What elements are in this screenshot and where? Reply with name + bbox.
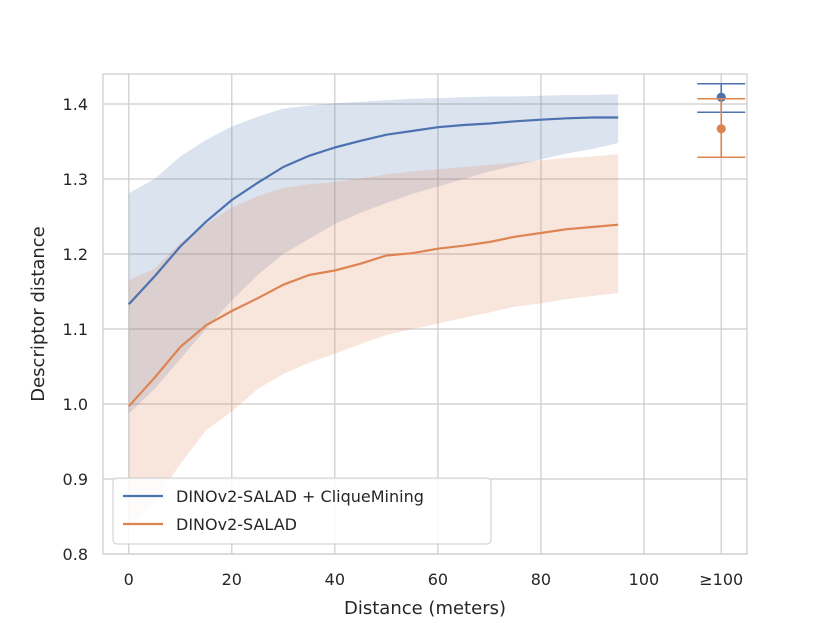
- summary-error-bars: [697, 82, 746, 159]
- x-tick-label: 40: [325, 570, 345, 589]
- x-tick-label: 80: [531, 570, 551, 589]
- band-salad: [128, 154, 619, 531]
- band-cliquemining: [128, 94, 619, 414]
- x-tick-label: 0: [124, 570, 134, 589]
- mean-point-salad: [716, 124, 726, 134]
- x-tick-labels: 0 20 40 60 80 100 ≥100: [124, 570, 744, 589]
- legend-box: [112, 477, 492, 545]
- line-salad: [127, 223, 619, 408]
- series-lines: [127, 116, 619, 408]
- y-tick-label: 1.2: [63, 245, 88, 264]
- y-tick-label: 0.9: [63, 470, 88, 489]
- x-tick-label: ≥100: [699, 570, 743, 589]
- legend: DINOv2-SALAD + CliqueMining DINOv2-SALAD: [112, 477, 492, 545]
- x-tick-label: 20: [222, 570, 242, 589]
- confidence-bands: [128, 94, 619, 531]
- y-tick-label: 1.3: [63, 170, 88, 189]
- x-tick-label: 60: [428, 570, 448, 589]
- plot-background: [103, 74, 747, 554]
- y-tick-label: 1.0: [63, 395, 88, 414]
- mean-point-cliquemining: [716, 92, 726, 102]
- plot-frame: [102, 73, 748, 555]
- line-cliquemining: [127, 116, 619, 306]
- legend-label-salad: DINOv2-SALAD: [176, 515, 297, 534]
- x-tick-label: 100: [629, 570, 660, 589]
- y-tick-label: 1.1: [63, 320, 88, 339]
- y-tick-label: 0.8: [63, 545, 88, 564]
- legend-label-cliquemining: DINOv2-SALAD + CliqueMining: [176, 487, 424, 506]
- y-tick-labels: 0.8 0.9 1.0 1.1 1.2 1.3 1.4: [63, 95, 88, 564]
- x-axis-label: Distance (meters): [344, 598, 506, 619]
- y-axis-label: Descriptor distance: [28, 226, 49, 402]
- y-tick-label: 1.4: [63, 95, 88, 114]
